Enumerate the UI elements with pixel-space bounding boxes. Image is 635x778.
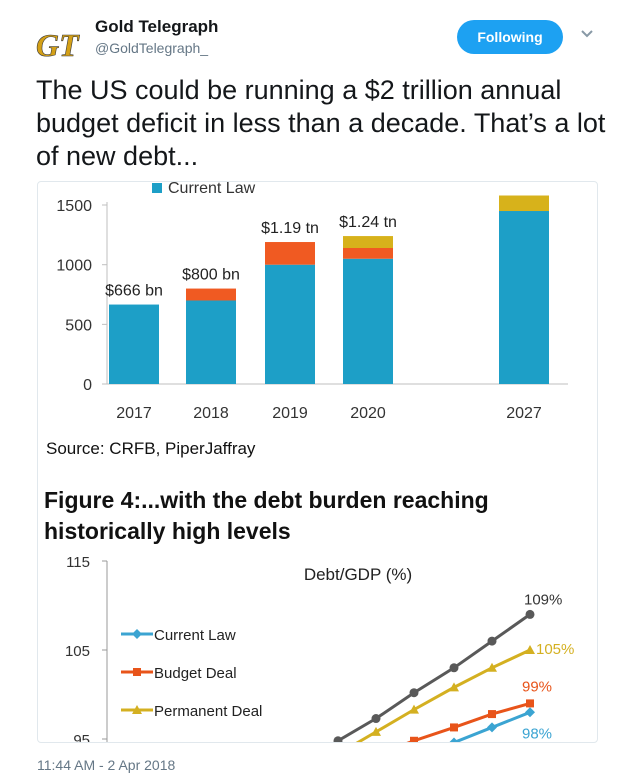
legend-label: Permanent Deal	[154, 703, 262, 720]
bar-segment	[343, 247, 393, 259]
legend-label: Budget Deal	[154, 665, 237, 682]
tweet-image[interactable]: 0 500 1000 1500 2017 $666 bn 2018 $800 bn 2019 $1…	[37, 181, 598, 743]
y-tick-label: 1500	[56, 198, 92, 215]
chart-source: Source: CRFB, PiperJaffray	[46, 439, 256, 458]
bar-segment	[186, 288, 236, 301]
x-tick-label: 2017	[116, 405, 152, 422]
bar-segment	[499, 195, 549, 212]
y-tick-label: 95	[73, 732, 90, 743]
y-tick-label: 1000	[56, 258, 92, 275]
gold-telegraph-logo: GT GT	[36, 27, 81, 64]
tweet-timestamp[interactable]: 11:44 AM - 2 Apr 2018	[37, 757, 176, 773]
bar-data-label: $666 bn	[105, 283, 163, 300]
series-line	[450, 710, 531, 742]
x-tick-label: 2020	[350, 405, 386, 422]
series-end-label: 105%	[536, 641, 574, 658]
series-line	[337, 613, 531, 742]
y-tick-label: 500	[65, 317, 92, 334]
series-point	[410, 736, 418, 742]
svg-text:GT: GT	[36, 27, 80, 63]
chevron-down-icon[interactable]	[580, 27, 594, 41]
bar-data-label: $800 bn	[182, 267, 240, 284]
y-tick-label: 115	[66, 554, 90, 571]
legend-swatch	[152, 183, 162, 193]
chart-title-line1: Figure 4:...with the debt burden reachin…	[44, 487, 489, 513]
y-tick-label: 0	[83, 377, 92, 394]
series-point	[409, 704, 419, 714]
x-tick-label: 2027	[506, 405, 542, 422]
bar-segment	[499, 211, 549, 384]
series-point	[450, 723, 458, 732]
bar-data-label: $1.19 tn	[261, 220, 319, 237]
series-point	[333, 736, 343, 742]
following-button[interactable]: Following	[457, 20, 563, 54]
series-point	[488, 710, 496, 719]
y-tick-label: 105	[65, 643, 90, 660]
display-name[interactable]: Gold Telegraph	[95, 17, 219, 36]
avatar[interactable]: GT GT	[36, 22, 81, 66]
chart-title-line2: historically high levels	[44, 518, 291, 544]
series-point	[487, 722, 497, 733]
series-point	[487, 636, 497, 646]
bar-segment	[343, 236, 393, 248]
series-end-label: 98%	[522, 725, 552, 742]
legend-label: Current Law	[168, 182, 256, 197]
series-point	[449, 682, 459, 692]
chart-figure: 0 500 1000 1500 2017 $666 bn 2018 $800 bn 2019 $1…	[44, 182, 574, 743]
tweet-text: The US could be running a $2 trillion an…	[36, 75, 606, 171]
tweet-header: GT GT Gold Telegraph @GoldTelegraph_ Fol…	[0, 0, 635, 70]
bar-segment	[343, 258, 393, 384]
legend-marker	[132, 629, 142, 639]
bar-segment	[109, 304, 159, 384]
series-end-label: 99%	[522, 678, 552, 695]
series-line	[355, 648, 531, 742]
series-point	[525, 707, 535, 718]
series-point	[371, 726, 381, 736]
legend-marker	[133, 668, 141, 676]
series-point	[526, 699, 534, 708]
bar-segment	[186, 300, 236, 384]
legend-marker	[132, 705, 142, 714]
series-point	[449, 663, 459, 673]
series-point	[409, 688, 419, 698]
bar-segment	[265, 264, 315, 384]
bar-segment	[265, 242, 315, 265]
series-point	[525, 609, 535, 619]
svg-text:GT: GT	[36, 27, 80, 63]
series-point	[487, 662, 497, 672]
series-point	[525, 645, 535, 654]
user-handle[interactable]: @GoldTelegraph_	[95, 40, 209, 56]
bar-data-label: $1.24 tn	[339, 214, 397, 231]
chart-subtitle: Debt/GDP (%)	[304, 565, 412, 584]
series-point	[371, 714, 381, 724]
series-point	[449, 737, 459, 742]
legend-label: Current Law	[154, 627, 236, 644]
series-end-label: 109%	[524, 591, 562, 608]
series-line	[406, 701, 531, 742]
x-tick-label: 2019	[272, 405, 308, 422]
x-tick-label: 2018	[193, 405, 229, 422]
